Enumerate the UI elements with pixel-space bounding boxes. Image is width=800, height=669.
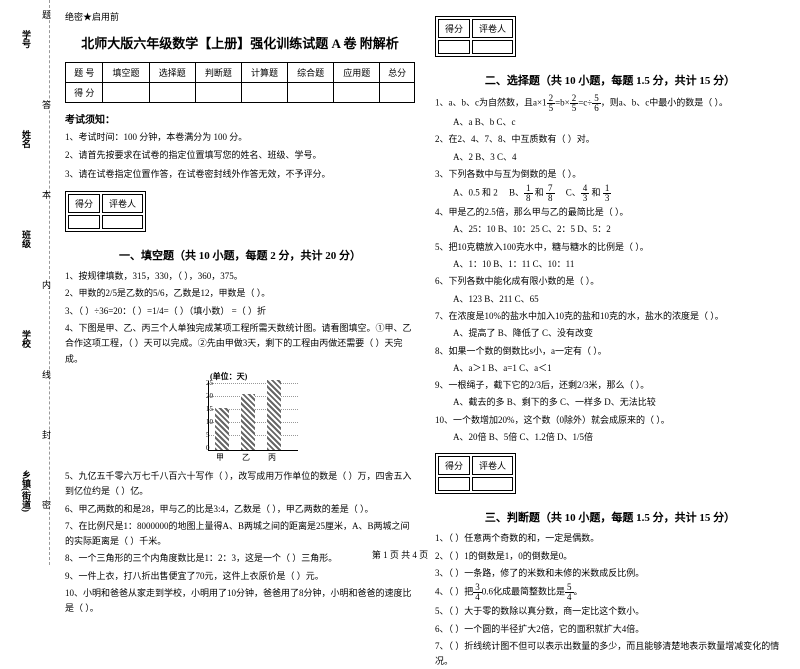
fill-q4: 4、下图是甲、乙、丙三个人单独完成某项工程所需天数统计图。请看图填空。①甲、乙合… (65, 321, 415, 367)
fill-q7: 7、在比例尺是1：8000000的地图上量得A、B两城之间的距离是25厘米，A、… (65, 519, 415, 550)
th: 综合题 (288, 63, 334, 83)
exam-page: 学号 姓名 班级 学校 乡镇(街道) 题 答 本 内 线 封 密 绝密★启用前 … (0, 0, 800, 565)
scorer-box: 得分评卷人 (435, 16, 516, 57)
seal-mark: 线 (40, 370, 53, 379)
choice-q10: 10、一个数增加20%，这个数（0除外）就会成原来的（ ）。 (435, 413, 785, 428)
judge-q4: 4、（ ）把340.6化成最简整数比是54。 (435, 583, 785, 602)
seal-mark: 答 (40, 100, 53, 109)
judge-q5: 5、（ ）大于零的数除以真分数，商一定比这个数小。 (435, 604, 785, 619)
choice-q7: 7、在浓度是10%的盐水中加入10克的盐和10克的水，盐水的浓度是（ ）。 (435, 309, 785, 324)
sidebar-label-school: 学校 (20, 330, 33, 348)
choice-q5-opts: A、1：10 B、1：11 C、10：11 (435, 257, 785, 272)
choice-q5: 5、把10克糖放入100克水中，糖与糖水的比例是（ ）。 (435, 240, 785, 255)
choice-q1-opts: A、a B、b C、c (435, 115, 785, 130)
choice-q1: 1、a、b、c为自然数，且a×125=b×25=c÷56，则a、b、c中最小的数… (435, 94, 785, 113)
choice-q6: 6、下列各数中能化成有限小数的是（ ）。 (435, 274, 785, 289)
notice-title: 考试须知： (65, 111, 415, 126)
score-table: 题 号 填空题 选择题 判断题 计算题 综合题 应用题 总分 得 分 (65, 62, 415, 103)
chart-bars (208, 381, 298, 451)
th: 填空题 (103, 63, 149, 83)
judge-q7: 7、（ ）折线统计图不但可以表示出数量的多少，而且能够清楚地表示数量增减变化的情… (435, 639, 785, 669)
choice-q4: 4、甲是乙的2.5倍，那么甲与乙的最简比是（ ）。 (435, 205, 785, 220)
choice-q9: 9、一根绳子，截下它的2/3后，还剩2/3米，那么（ ）。 (435, 378, 785, 393)
scorer-box: 得分评卷人 (65, 191, 146, 232)
page-footer: 第 1 页 共 4 页 (0, 548, 800, 561)
left-column: 绝密★启用前 北师大版六年级数学【上册】强化训练试题 A 卷 附解析 题 号 填… (65, 10, 415, 555)
fill-q9: 9、一件上衣，打八折出售便宜了70元，这件上衣原价是（ ）元。 (65, 569, 415, 584)
notice: 1、考试时间：100 分钟，本卷满分为 100 分。 (65, 130, 415, 144)
section-choice-title: 二、选择题（共 10 小题，每题 1.5 分，共计 15 分） (435, 72, 785, 88)
seal-mark: 本 (40, 190, 53, 199)
seal-mark: 内 (40, 280, 53, 289)
exam-title: 北师大版六年级数学【上册】强化训练试题 A 卷 附解析 (65, 33, 415, 52)
th: 计算题 (241, 63, 287, 83)
judge-q3: 3、（ ）一条路，修了的米数和未修的米数成反比例。 (435, 566, 785, 581)
bar-chart: (单位：天) 25 20 15 10 5 0 甲 乙 丙 (180, 373, 300, 463)
fill-q5: 5、九亿五千零六万七千八百六十写作（ ），改写成用万作单位的数是（ ）万，四舍五… (65, 469, 415, 500)
binding-sidebar: 学号 姓名 班级 学校 乡镇(街道) 题 答 本 内 线 封 密 (0, 0, 50, 565)
th: 应用题 (334, 63, 380, 83)
choice-q8: 8、如果一个数的倒数比s小，a一定有（ ）。 (435, 344, 785, 359)
sidebar-label-id: 学号 (20, 30, 33, 48)
section-judge-title: 三、判断题（共 10 小题，每题 1.5 分，共计 15 分） (435, 509, 785, 525)
choice-q3-opts: A、0.5 和 2 B、18 和 78 C、43 和 13 (435, 184, 785, 203)
notice: 2、请首先按要求在试卷的指定位置填写您的姓名、班级、学号。 (65, 148, 415, 162)
fill-q3: 3、（ ）÷36=20：（ ）=1/4=（ ）（填小数） =（ ）折 (65, 304, 415, 319)
sidebar-label-class: 班级 (20, 230, 33, 248)
score-cell[interactable] (103, 83, 149, 103)
fill-q6: 6、甲乙两数的和是28，甲与乙的比是3:4，乙数是（ ），甲乙两数的差是（ ）。 (65, 502, 415, 517)
th: 选择题 (149, 63, 195, 83)
judge-q6: 6、（ ）一个圆的半径扩大2倍，它的面积就扩大4倍。 (435, 622, 785, 637)
choice-q6-opts: A、123 B、211 C、65 (435, 292, 785, 307)
th: 总分 (380, 63, 415, 83)
th: 题 号 (66, 63, 103, 83)
fill-q10: 10、小明和爸爸从家走到学校，小明用了10分钟，爸爸用了8分钟，小明和爸爸的速度… (65, 586, 415, 617)
content-area: 绝密★启用前 北师大版六年级数学【上册】强化训练试题 A 卷 附解析 题 号 填… (50, 0, 800, 565)
choice-q4-opts: A、25：10 B、10：25 C、2：5 D、5：2 (435, 222, 785, 237)
fill-q1: 1、按规律填数，315，330，（ ），360，375。 (65, 269, 415, 284)
choice-q2: 2、在2、4、7、8、中互质数有（ ）对。 (435, 132, 785, 147)
bar-jia (215, 408, 229, 450)
score-label: 得 分 (66, 83, 103, 103)
section-fill-title: 一、填空题（共 10 小题，每题 2 分，共计 20 分） (65, 247, 415, 263)
fill-q2: 2、甲数的2/5是乙数的5/6，乙数是12，甲数是（ ）。 (65, 286, 415, 301)
choice-q2-opts: A、2 B、3 C、4 (435, 150, 785, 165)
notice: 3、请在试卷指定位置作答，在试卷密封线外作答无效，不予评分。 (65, 167, 415, 181)
choice-q8-opts: A、a＞1 B、a=1 C、a＜1 (435, 361, 785, 376)
right-column: 得分评卷人 二、选择题（共 10 小题，每题 1.5 分，共计 15 分） 1、… (435, 10, 785, 555)
choice-q3: 3、下列各数中与互为倒数的是（ ）。 (435, 167, 785, 182)
judge-q1: 1、（ ）任意两个奇数的和，一定是偶数。 (435, 531, 785, 546)
choice-q9-opts: A、截去的多 B、剩下的多 C、一样多 D、无法比较 (435, 395, 785, 410)
bar-yi (241, 394, 255, 450)
seal-mark: 密 (40, 500, 53, 509)
seal-mark: 封 (40, 430, 53, 439)
seal-mark: 题 (40, 10, 53, 19)
choice-q7-opts: A、提高了 B、降低了 C、没有改变 (435, 326, 785, 341)
th: 判断题 (195, 63, 241, 83)
confidential-mark: 绝密★启用前 (65, 10, 415, 23)
sidebar-label-town: 乡镇(街道) (20, 470, 33, 512)
choice-q10-opts: A、20倍 B、5倍 C、1.2倍 D、1/5倍 (435, 430, 785, 445)
bar-bing (267, 380, 281, 450)
scorer-box: 得分评卷人 (435, 453, 516, 494)
sidebar-label-name: 姓名 (20, 130, 33, 148)
